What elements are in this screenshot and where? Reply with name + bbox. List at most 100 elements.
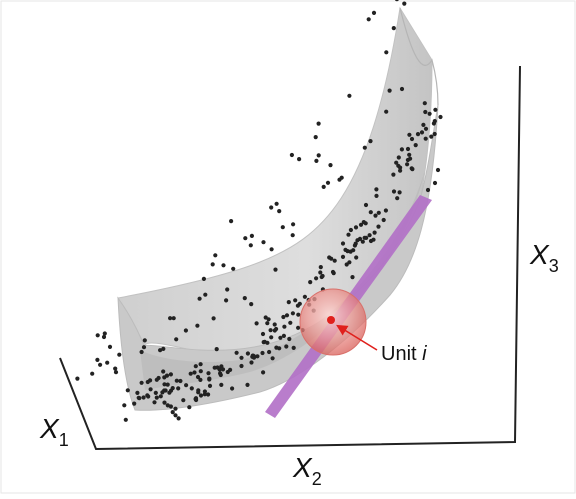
data-point (176, 416, 181, 421)
data-point (213, 253, 218, 258)
data-point (95, 333, 100, 338)
data-point (142, 338, 147, 343)
data-point (384, 50, 389, 55)
data-point (391, 172, 396, 177)
data-point (260, 350, 265, 356)
data-point (284, 344, 289, 349)
data-point (316, 121, 321, 126)
data-point (438, 114, 443, 120)
data-point (181, 398, 186, 403)
data-point (168, 316, 173, 321)
data-point (391, 26, 396, 31)
data-point (367, 233, 372, 238)
data-point (427, 111, 432, 116)
data-point (340, 241, 346, 246)
data-point (117, 352, 122, 357)
data-point (358, 222, 364, 227)
data-point (218, 372, 223, 378)
data-point (397, 190, 402, 195)
data-point (330, 269, 336, 275)
data-point (383, 208, 388, 213)
data-point (366, 17, 371, 22)
data-point (207, 376, 212, 381)
data-point (261, 370, 266, 375)
surface-rim (399, 7, 439, 106)
unit-point (327, 316, 335, 324)
data-point (176, 386, 181, 391)
data-point (212, 365, 217, 370)
data-point (249, 302, 254, 307)
data-point (425, 187, 431, 193)
data-point (415, 132, 421, 137)
data-point (145, 393, 150, 398)
data-point (162, 400, 167, 405)
data-point (364, 235, 369, 240)
data-point (224, 298, 229, 303)
data-point (239, 363, 244, 369)
data-point (354, 255, 359, 260)
data-point (163, 388, 168, 393)
data-point (347, 260, 352, 265)
data-point (168, 372, 173, 377)
surface-back (117, 6, 433, 356)
data-point (270, 356, 275, 361)
data-point (371, 237, 376, 242)
data-point (261, 240, 266, 245)
data-point (268, 328, 273, 333)
data-point (291, 345, 296, 350)
data-point (351, 248, 356, 253)
data-point (132, 401, 137, 406)
data-point (433, 107, 438, 112)
data-point (243, 236, 248, 241)
data-point (102, 331, 107, 336)
data-point (239, 355, 244, 360)
data-point (217, 367, 222, 372)
data-point (319, 274, 324, 280)
data-point (396, 163, 401, 168)
data-point (357, 236, 363, 241)
data-point (269, 205, 274, 210)
data-point (399, 86, 405, 92)
data-point (260, 331, 266, 337)
data-point (337, 177, 342, 182)
data-point (188, 371, 193, 376)
data-point (269, 247, 274, 252)
data-point (161, 369, 166, 374)
data-point (396, 155, 401, 160)
data-point (197, 296, 202, 301)
data-point (343, 247, 348, 252)
data-point (219, 364, 224, 369)
data-point (391, 189, 397, 194)
data-point (173, 413, 178, 418)
data-point (210, 262, 215, 267)
data-point (360, 239, 365, 244)
data-point (407, 152, 412, 157)
data-point (198, 393, 204, 398)
data-point (352, 243, 357, 248)
data-point (135, 390, 140, 395)
data-point (122, 403, 127, 408)
data-point (193, 364, 198, 369)
data-point (394, 160, 399, 165)
data-point (113, 366, 118, 371)
data-point (362, 145, 367, 150)
data-point (290, 311, 295, 316)
data-point (196, 390, 201, 395)
data-point (286, 300, 291, 305)
data-point (152, 400, 157, 405)
data-point (101, 334, 107, 340)
data-point (242, 296, 247, 301)
axes (59, 65, 521, 451)
data-point (234, 350, 239, 355)
data-point (274, 201, 279, 206)
data-point (432, 131, 437, 137)
data-point (139, 380, 144, 385)
data-point (327, 255, 332, 260)
data-point (95, 357, 100, 362)
data-point (297, 157, 302, 162)
data-point (318, 265, 323, 270)
data-point (211, 316, 216, 321)
data-point (289, 152, 294, 158)
